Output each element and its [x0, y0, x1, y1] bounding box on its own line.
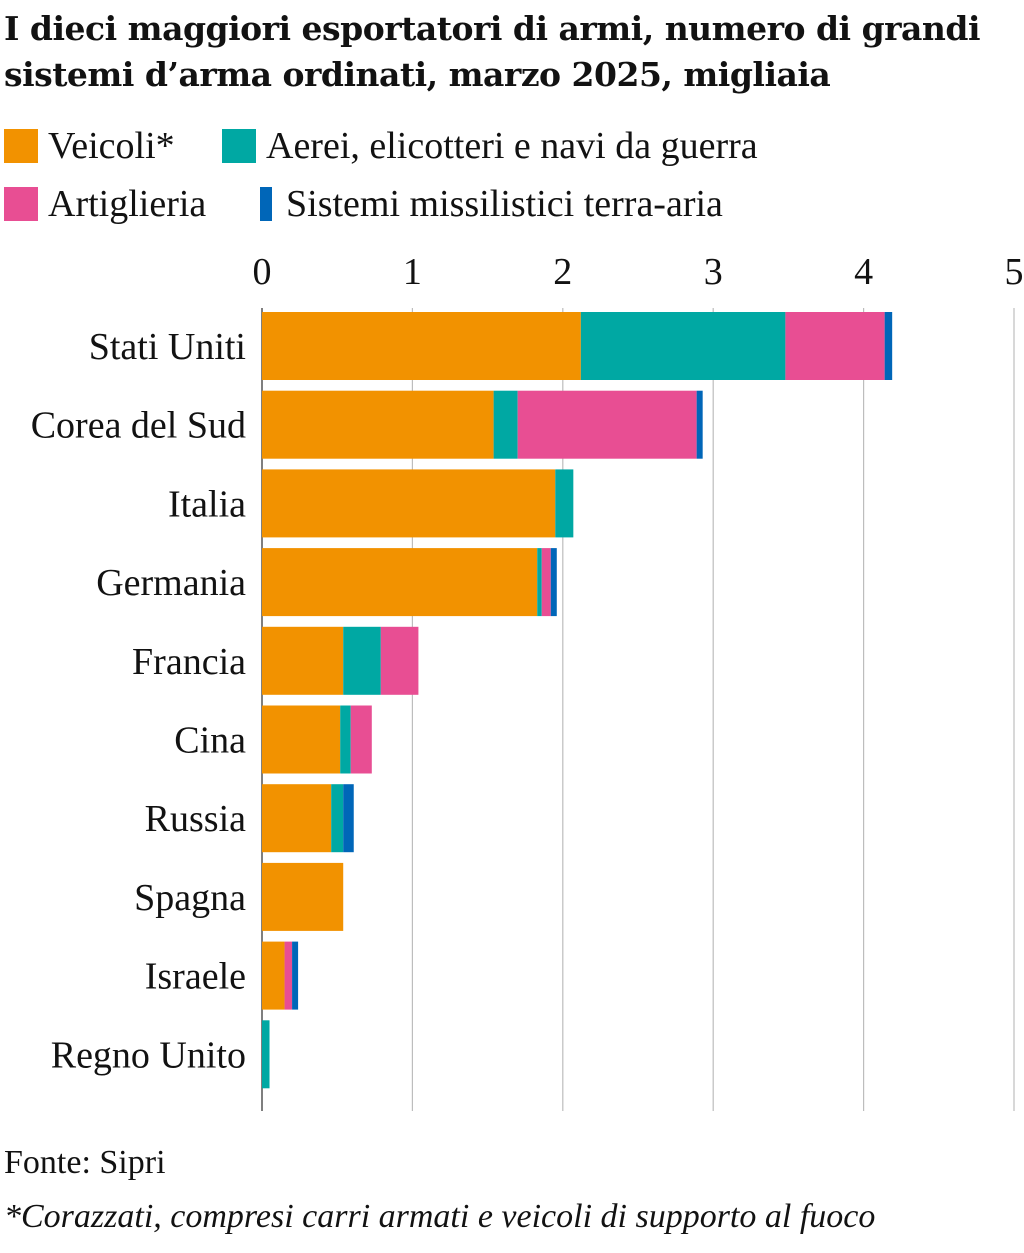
bar-segment-5-2: [350, 705, 372, 774]
category-label-5: Cina: [174, 720, 246, 762]
legend-item-artiglieria: Artiglieria: [4, 182, 206, 226]
bar-segment-7-0: [262, 862, 344, 931]
category-label-0: Stati Uniti: [89, 326, 246, 368]
legend-label-missili: Sistemi missilistici terra-aria: [286, 183, 723, 225]
category-label-2: Italia: [168, 483, 246, 525]
bar-segment-3-2: [541, 548, 551, 617]
bar-segment-0-2: [785, 312, 885, 380]
x-tick-label-0: 0: [253, 251, 272, 293]
x-tick-label-5: 5: [1005, 251, 1024, 293]
category-label-7: Spagna: [134, 877, 246, 919]
bar-segment-1-0: [262, 390, 494, 459]
bar-segment-5-1: [340, 705, 351, 774]
legend-item-missili: Sistemi missilistici terra-aria: [260, 182, 723, 226]
bar-segment-5-0: [262, 705, 341, 774]
bar-segment-6-0: [262, 784, 332, 853]
chart-title: I dieci maggiori esportatori di armi, nu…: [4, 9, 981, 94]
bar-chart: 0 1 2 3 4 5 Stati Uniti Corea del Sud Italia Germ…: [31, 251, 1024, 1111]
footnote: *Corazzati, compresi carri armati e veic…: [4, 1198, 876, 1235]
category-label-8: Israele: [145, 956, 246, 998]
bar-segment-6-3: [343, 784, 354, 853]
bar-segment-8-0: [262, 941, 285, 1010]
bar-segment-2-1: [555, 469, 574, 538]
x-tick-label-2: 2: [553, 251, 572, 293]
bar-segment-8-2: [284, 941, 293, 1010]
bar-segment-1-1: [493, 390, 518, 459]
legend-label-aerei: Aerei, elicotteri e navi da guerra: [266, 125, 758, 167]
category-label-6: Russia: [145, 798, 246, 840]
legend-swatch-aerei: [222, 129, 256, 163]
bar-segment-0-1: [580, 312, 786, 380]
legend-swatch-artiglieria: [4, 187, 38, 221]
legend-label-veicoli: Veicoli*: [48, 125, 175, 167]
bar-segment-6-1: [331, 784, 344, 853]
bar-segment-1-2: [517, 390, 697, 459]
source-note: Fonte: Sipri: [4, 1144, 166, 1181]
category-label-1: Corea del Sud: [31, 405, 246, 447]
legend-swatch-missili: [260, 187, 272, 221]
category-label-9: Regno Unito: [51, 1034, 246, 1076]
bar-segment-4-2: [380, 626, 419, 695]
bar-segment-3-1: [537, 548, 542, 617]
category-label-4: Francia: [132, 641, 246, 683]
bar-segment-2-0: [262, 469, 556, 538]
bar-segment-4-0: [262, 626, 344, 695]
legend-item-aerei: Aerei, elicotteri e navi da guerra: [222, 124, 758, 168]
legend-swatch-veicoli: [4, 129, 38, 163]
x-tick-label-3: 3: [704, 251, 723, 293]
bar-segment-9-1: [262, 1020, 270, 1089]
bar-segment-0-3: [884, 312, 893, 380]
x-tick-label-4: 4: [854, 251, 873, 293]
bar-segment-1-3: [696, 390, 703, 459]
bar-segment-3-0: [262, 548, 538, 617]
category-label-3: Germania: [96, 562, 246, 604]
legend-label-artiglieria: Artiglieria: [48, 183, 207, 225]
bar-segment-4-1: [343, 626, 381, 695]
bar-segment-8-3: [292, 941, 299, 1010]
bar-segment-3-3: [550, 548, 557, 617]
bar-segment-0-0: [262, 312, 581, 380]
legend-item-veicoli: Veicoli*: [4, 124, 175, 168]
x-tick-label-1: 1: [403, 251, 422, 293]
